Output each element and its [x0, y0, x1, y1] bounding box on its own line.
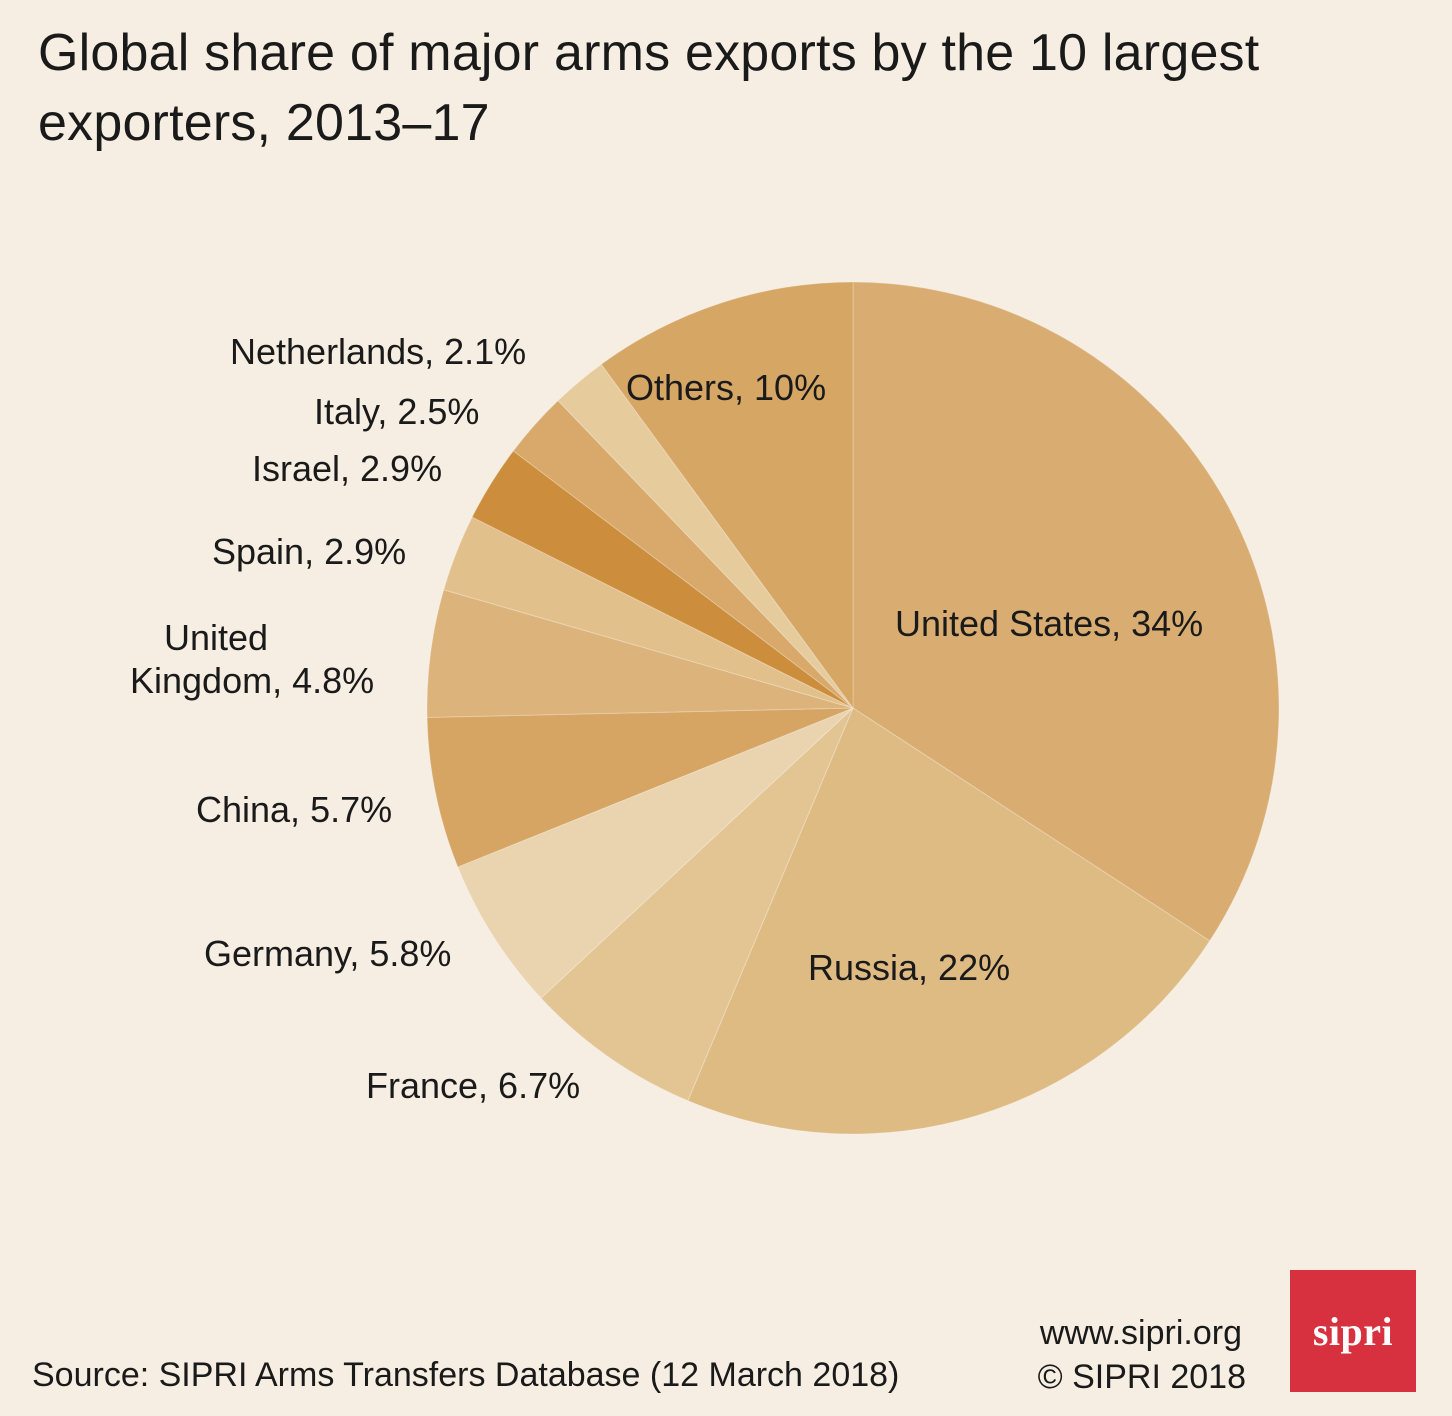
- slice-china: [426, 707, 854, 868]
- logo-text: sipri: [1312, 1308, 1394, 1354]
- label-germany: Germany, 5.8%: [204, 933, 451, 974]
- label-united-kingdom-line2: Kingdom, 4.8%: [130, 660, 374, 701]
- copyright-note: © SIPRI 2018: [1037, 1358, 1246, 1396]
- label-spain: Spain, 2.9%: [212, 531, 406, 572]
- slice-united-kingdom: [426, 589, 854, 718]
- slice-germany: [457, 707, 854, 999]
- slice-france: [540, 707, 854, 1102]
- slice-italy: [512, 399, 854, 709]
- slice-spain: [443, 516, 854, 709]
- label-france: France, 6.7%: [366, 1065, 580, 1106]
- slice-netherlands: [557, 363, 854, 709]
- source-note: Source: SIPRI Arms Transfers Database (1…: [32, 1356, 900, 1394]
- label-italy: Italy, 2.5%: [314, 391, 479, 432]
- label-united-states: United States, 34%: [895, 603, 1203, 644]
- slice-russia: [687, 707, 1211, 1135]
- sipri-logo: sipri: [1290, 1270, 1416, 1392]
- website-link[interactable]: www.sipri.org: [1039, 1314, 1242, 1352]
- slice-israel: [471, 450, 854, 709]
- label-russia: Russia, 22%: [808, 947, 1010, 988]
- slice-united-states: [852, 281, 1280, 942]
- label-others: Others, 10%: [626, 367, 826, 408]
- label-israel: Israel, 2.9%: [252, 448, 442, 489]
- label-china: China, 5.7%: [196, 789, 392, 830]
- pie-labels: United States, 34% Russia, 22% France, 6…: [130, 331, 1203, 1106]
- label-netherlands: Netherlands, 2.1%: [230, 331, 526, 372]
- pie-slices: [426, 281, 1280, 1135]
- slice-others: [600, 281, 854, 710]
- label-united-kingdom-line1: United: [164, 617, 268, 658]
- chart-title: Global share of major arms exports by th…: [38, 24, 1260, 152]
